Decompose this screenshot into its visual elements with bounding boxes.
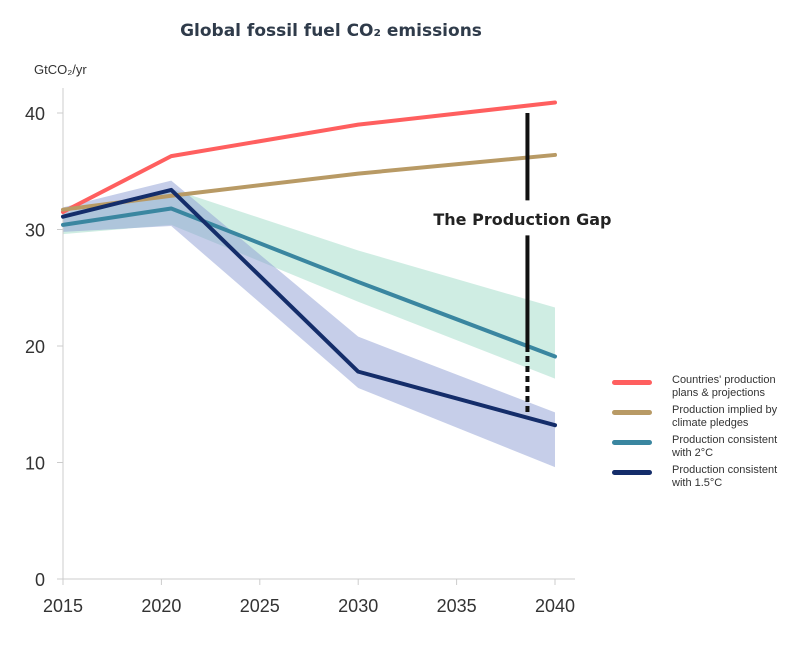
- legend-label: Production implied by climate pledges: [672, 404, 778, 429]
- chart-title: Global fossil fuel CO₂ emissions: [180, 21, 482, 41]
- legend-label: Countries' production plans & projection…: [672, 374, 776, 399]
- legend-swatch: [612, 410, 652, 415]
- x-tick-label: 2025: [240, 596, 280, 616]
- legend-swatch: [612, 440, 652, 445]
- y-tick-label: 20: [25, 337, 45, 357]
- x-tick-label: 2020: [141, 596, 181, 616]
- legend-item-2c: Production consistent with 2°C: [612, 434, 802, 460]
- legend-swatch: [612, 470, 652, 475]
- series-line-0: [61, 100, 557, 215]
- x-tick-label: 2040: [535, 596, 575, 616]
- y-tick-label: 0: [35, 570, 45, 590]
- legend-swatch: [612, 380, 652, 385]
- y-axis-unit: GtCO₂/yr: [34, 62, 87, 77]
- y-tick-label: 30: [25, 221, 45, 241]
- gap-label: The Production Gap: [433, 210, 611, 229]
- series-line-2: [61, 206, 557, 359]
- x-tick-label: 2015: [43, 596, 83, 616]
- legend-item-1-5c: Production consistent with 1.5°C: [612, 464, 802, 490]
- y-tick-label: 10: [25, 454, 45, 474]
- legend-item-pledges: Production implied by climate pledges: [612, 404, 802, 430]
- x-tick-label: 2035: [437, 596, 477, 616]
- series-line-3: [61, 187, 557, 428]
- series-line-1: [61, 152, 557, 212]
- legend-label: Production consistent with 1.5°C: [672, 464, 778, 489]
- y-tick-label: 40: [25, 104, 45, 124]
- legend: Countries' production plans & projection…: [612, 374, 802, 494]
- legend-item-plans: Countries' production plans & projection…: [612, 374, 802, 400]
- legend-label: Production consistent with 2°C: [672, 434, 778, 459]
- x-tick-label: 2030: [338, 596, 378, 616]
